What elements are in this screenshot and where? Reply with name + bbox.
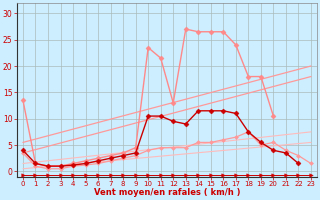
X-axis label: Vent moyen/en rafales ( km/h ): Vent moyen/en rafales ( km/h ) [94, 188, 240, 197]
